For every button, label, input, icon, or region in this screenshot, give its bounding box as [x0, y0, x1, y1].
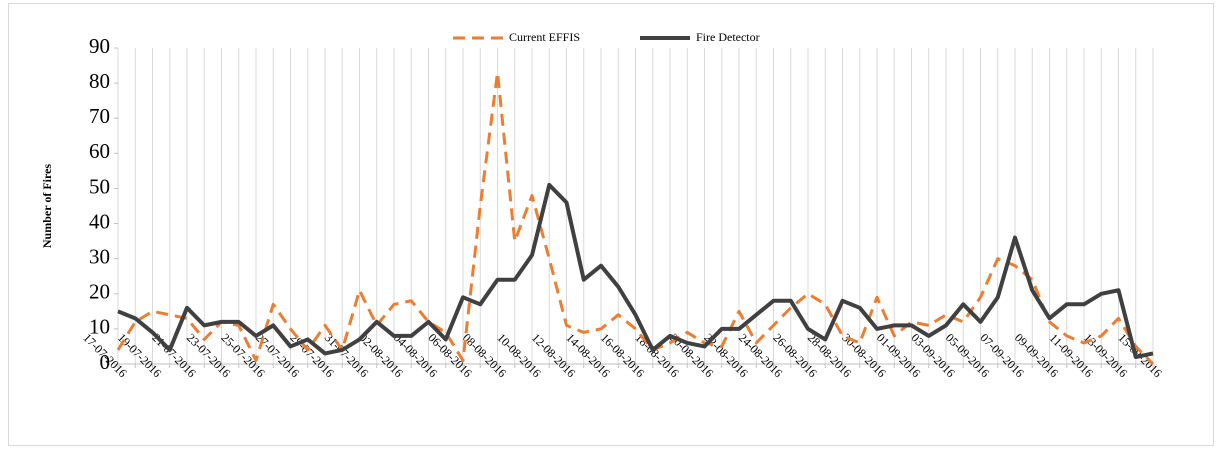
legend-label: Fire Detector: [696, 30, 760, 44]
chart-border: [8, 3, 1214, 446]
y-tick-label: 70: [89, 104, 110, 128]
y-tick-label: 80: [89, 69, 110, 93]
series-line: [117, 182, 1154, 359]
y-tick-label: 40: [89, 209, 110, 233]
y-tick-label: 50: [89, 174, 110, 198]
legend-label: Current EFFIS: [509, 30, 580, 44]
y-tick-label: 20: [89, 280, 110, 304]
series-line: [116, 71, 1155, 366]
y-tick-label: 30: [89, 244, 110, 268]
y-tick-label: 0: [100, 350, 111, 374]
y-axis-label: Number of Fires: [40, 164, 54, 249]
y-tick-label: 60: [89, 139, 110, 163]
y-tick-label: 10: [89, 315, 110, 339]
y-tick-label: 90: [89, 34, 110, 58]
